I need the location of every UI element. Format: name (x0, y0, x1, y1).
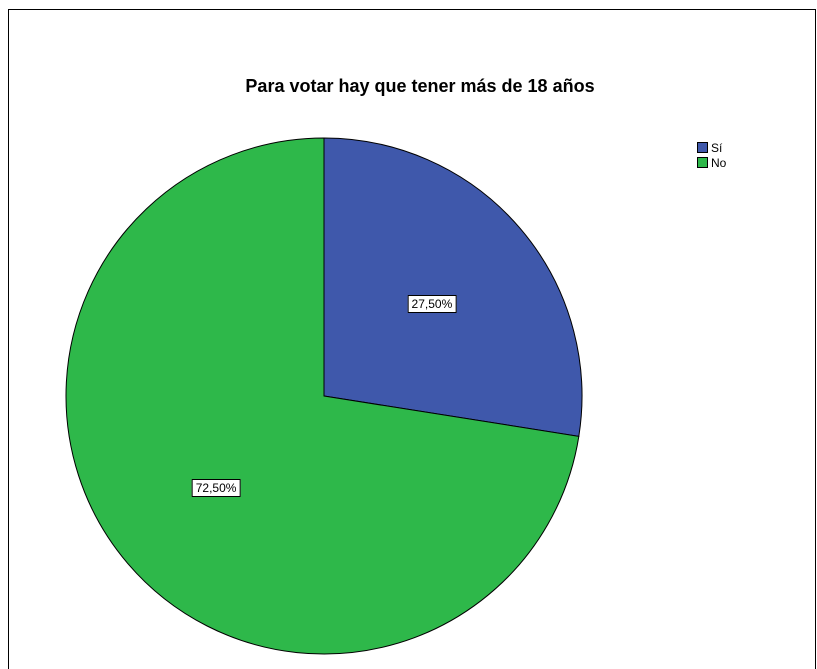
pie-slice-no (65, 137, 580, 655)
pie-slice-si (323, 137, 583, 437)
chart-title: Para votar hay que tener más de 18 años (245, 76, 595, 96)
legend-label-no: No (711, 155, 727, 170)
chart-frame (8, 9, 816, 669)
legend-label-si: Sí (711, 140, 723, 155)
legend-item-si: Sí (697, 140, 726, 155)
legend-swatch-no (697, 157, 708, 168)
slice-label-si: 27,50% (407, 294, 457, 313)
legend-item-no: No (697, 155, 726, 170)
legend: Sí No (697, 140, 726, 170)
slice-label-no: 72,50% (191, 479, 241, 498)
legend-swatch-si (697, 142, 708, 153)
